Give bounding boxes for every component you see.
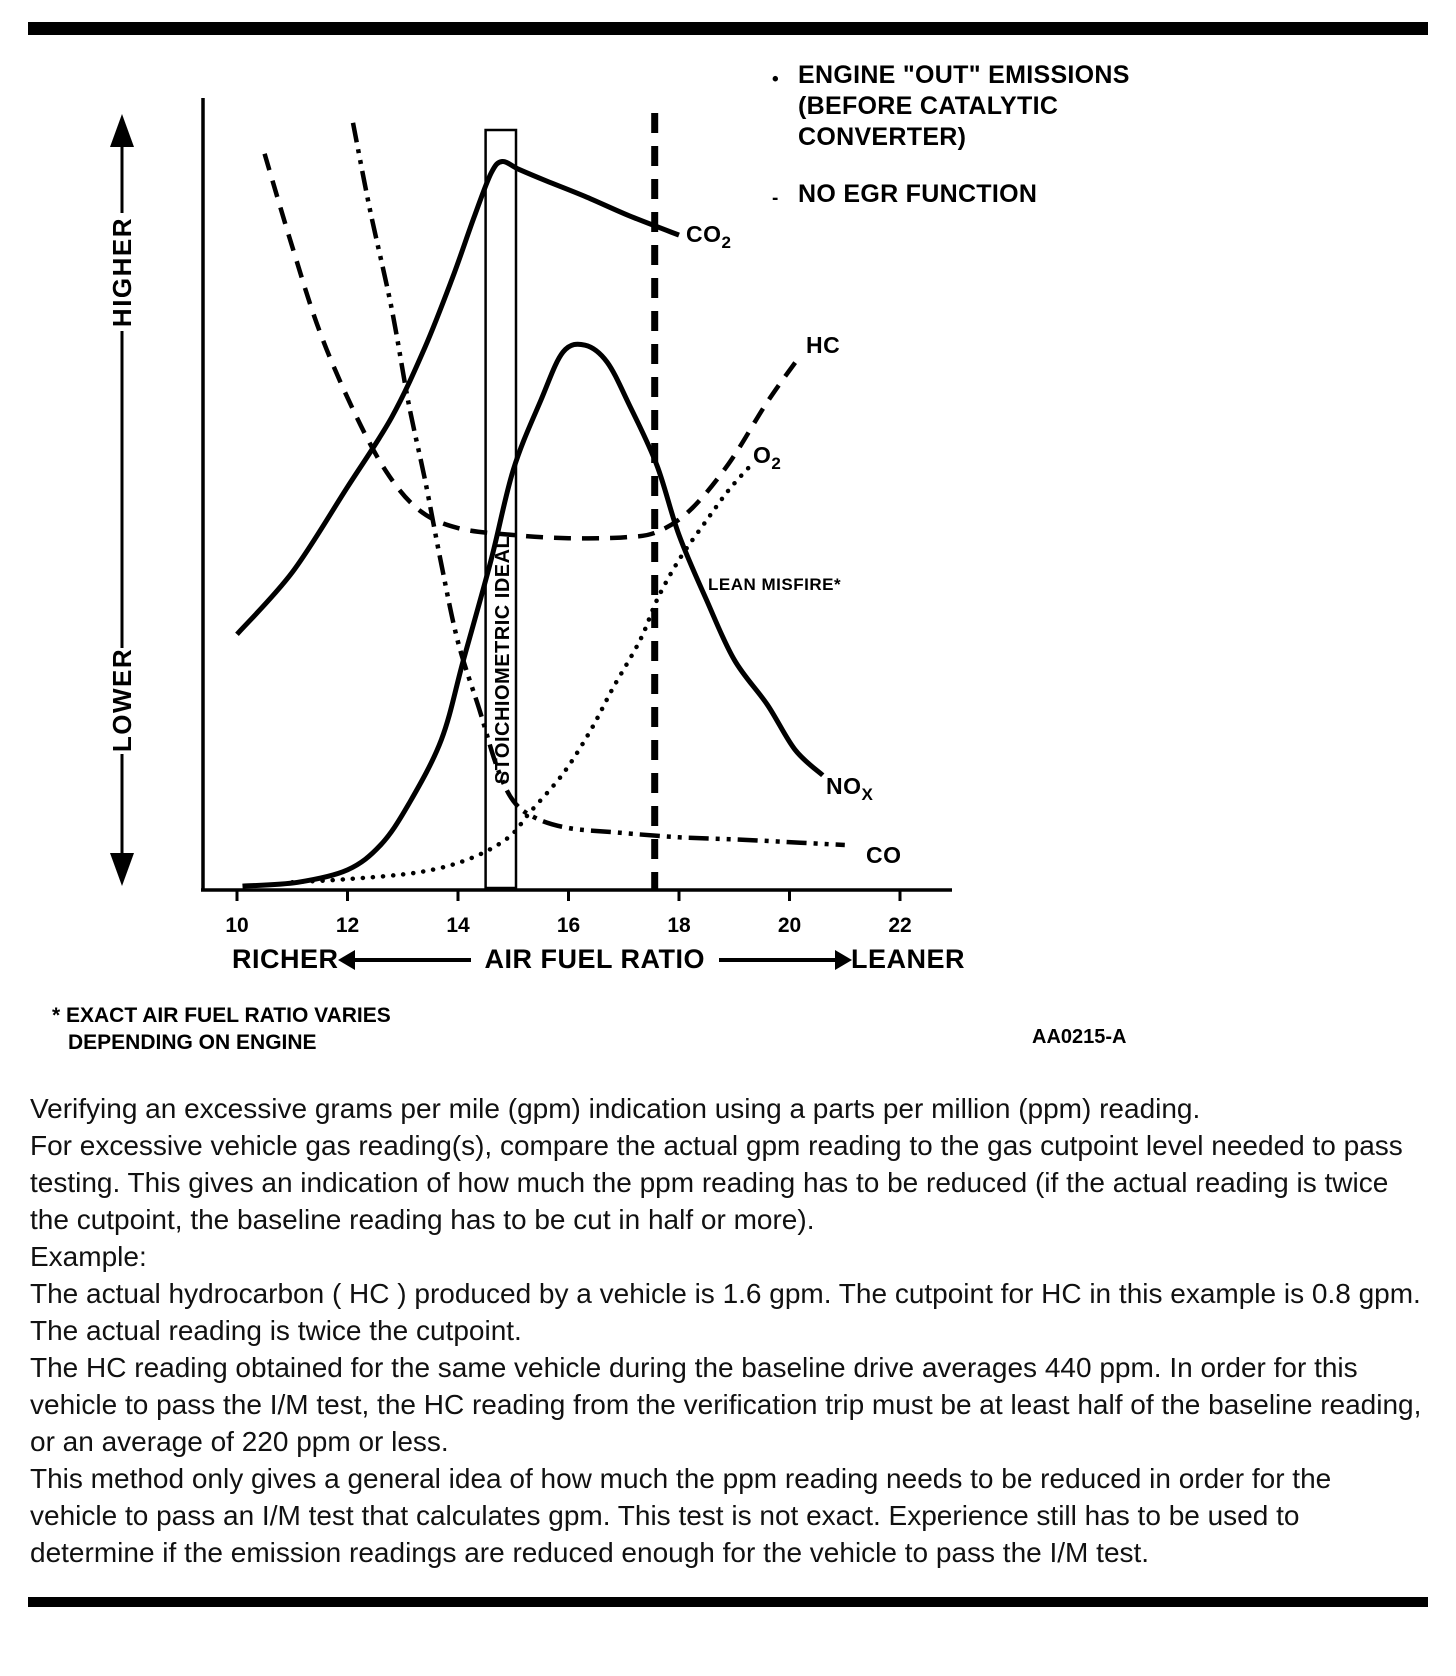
down-arrow-icon: [110, 853, 134, 886]
caption-text: Verifying an excessive grams per mile (g…: [30, 1090, 1426, 1571]
nox-subscript: X: [862, 785, 874, 804]
x-tick-label: 22: [888, 914, 911, 937]
x-tick-label: 14: [446, 914, 470, 937]
x-ticks: 10 12 14 16 18 20 22: [225, 890, 912, 937]
leaner-label: LEANER: [851, 944, 966, 974]
label-mask: [107, 213, 136, 331]
x-tick-label: 12: [336, 914, 359, 937]
emissions-figure: HIGHER LOWER 10 12 14 16 18 20 22 STOICHIOMETR…: [28, 22, 1428, 1056]
footnote-line: * EXACT AIR FUEL RATIO VARIES: [52, 1004, 391, 1027]
curve-nox: [242, 341, 825, 889]
top-rule: [28, 22, 1428, 35]
curve-co2: [235, 158, 680, 636]
curves: [235, 122, 845, 889]
curve-labels: CO2 HC O2 LEAN MISFIRE* NOX CO: [686, 221, 902, 868]
x-tick-label: 16: [557, 914, 580, 937]
co2-curve-label: CO2: [686, 221, 731, 252]
lower-label: LOWER: [107, 648, 137, 752]
paragraph: For excessive vehicle gas reading(s), co…: [30, 1130, 1403, 1235]
axes: [201, 98, 952, 892]
bottom-rule: [28, 1597, 1428, 1607]
co2-text: CO: [686, 221, 722, 247]
x-axis-label-row: RICHER AIR FUEL RATIO LEANER: [232, 944, 965, 975]
bullet-icon: •: [772, 69, 779, 90]
curve-o2: [290, 463, 754, 885]
figure-code: AA0215-A: [1032, 1026, 1127, 1048]
y-axis-arrow: HIGHER LOWER: [107, 114, 137, 886]
hc-curve-label: HC: [806, 332, 840, 358]
o2-subscript: 2: [771, 454, 781, 473]
o2-text: O: [753, 442, 771, 468]
legend-text: NO EGR FUNCTION: [798, 180, 1038, 208]
co2-subscript: 2: [722, 233, 732, 252]
richer-label: RICHER: [232, 944, 339, 974]
x-tick-label: 18: [667, 914, 691, 937]
co-curve-label: CO: [866, 842, 902, 868]
up-arrow-icon: [110, 114, 134, 147]
paragraph: Verifying an excessive grams per mile (g…: [30, 1093, 1201, 1124]
legend: • ENGINE "OUT" EMISSIONS (BEFORE CATALYT…: [772, 60, 1130, 214]
legend-item-no-egr: - NO EGR FUNCTION: [772, 179, 1130, 214]
air-fuel-ratio-label: AIR FUEL RATIO: [484, 944, 706, 974]
paragraph: The actual hydrocarbon ( HC ) produced b…: [30, 1278, 1421, 1346]
dash-icon: -: [772, 188, 779, 209]
o2-curve-label: O2: [753, 442, 781, 473]
lean-misfire-label: LEAN MISFIRE*: [708, 575, 841, 594]
x-tick-label: 10: [225, 914, 248, 937]
legend-text: ENGINE "OUT" EMISSIONS (BEFORE CATALYTIC…: [798, 61, 1130, 151]
right-arrow-icon: [719, 949, 853, 970]
higher-label: HIGHER: [107, 217, 137, 327]
left-arrow-icon: [337, 949, 471, 970]
label-mask: [107, 648, 136, 754]
paragraph: This method only gives a general idea of…: [30, 1463, 1332, 1568]
footnote: * EXACT AIR FUEL RATIO VARIES DEPENDING …: [52, 1002, 391, 1056]
paragraph: Example:: [30, 1241, 147, 1272]
legend-item-engine-out: • ENGINE "OUT" EMISSIONS (BEFORE CATALYT…: [772, 60, 1130, 153]
emissions-chart: HIGHER LOWER 10 12 14 16 18 20 22 STOICHIOMETR…: [107, 98, 952, 937]
x-tick-label: 20: [778, 914, 801, 937]
footnote-line: DEPENDING ON ENGINE: [68, 1031, 317, 1054]
nox-curve-label: NOX: [826, 773, 874, 804]
stoichiometric-label: STOICHIOMETRIC IDEAL: [492, 536, 514, 785]
curve-co: [350, 122, 845, 848]
stoichiometric-band: [484, 128, 518, 890]
paragraph: The HC reading obtained for the same veh…: [30, 1352, 1422, 1457]
curve-hc: [262, 153, 803, 541]
nox-text: NO: [826, 773, 862, 799]
